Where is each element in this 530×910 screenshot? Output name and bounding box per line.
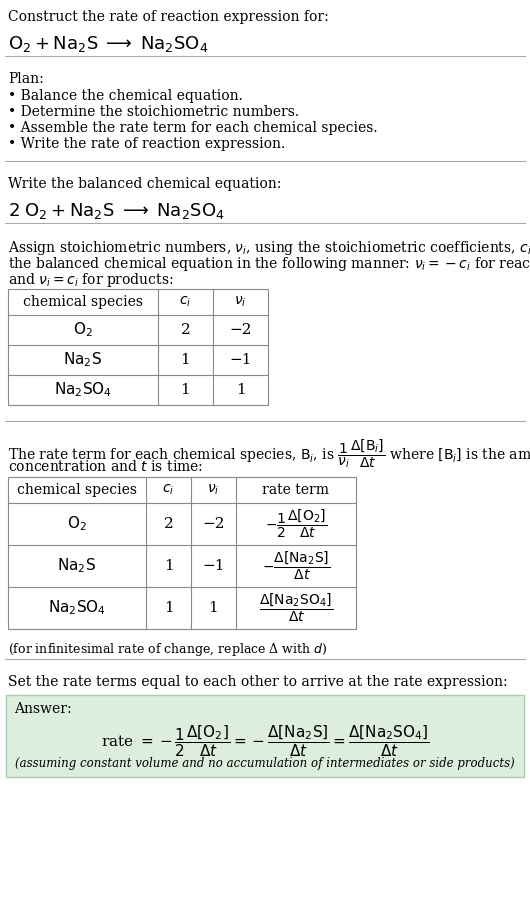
Text: 1: 1 [181,353,190,367]
Text: rate term: rate term [262,483,330,497]
Text: $\mathrm{Na_2SO_4}$: $\mathrm{Na_2SO_4}$ [54,380,112,399]
Text: $-\dfrac{1}{2}\dfrac{\Delta[\mathrm{O_2}]}{\Delta t}$: $-\dfrac{1}{2}\dfrac{\Delta[\mathrm{O_2}… [265,508,327,541]
Text: $-\dfrac{\Delta[\mathrm{Na_2S}]}{\Delta t}$: $-\dfrac{\Delta[\mathrm{Na_2S}]}{\Delta … [262,550,330,582]
Bar [8,289,268,405]
Text: $\nu_i$: $\nu_i$ [234,295,246,309]
Text: 1: 1 [164,601,173,615]
Text: Plan:: Plan: [8,72,44,86]
Text: 1: 1 [236,383,245,397]
Text: $\mathrm{O_2}$: $\mathrm{O_2}$ [67,515,87,533]
Text: • Balance the chemical equation.: • Balance the chemical equation. [8,89,243,103]
Text: $c_i$: $c_i$ [179,295,192,309]
Text: $\mathrm{2\;O_2 + Na_2S \;\longrightarrow\; Na_2SO_4}$: $\mathrm{2\;O_2 + Na_2S \;\longrightarro… [8,201,225,221]
Text: • Determine the stoichiometric numbers.: • Determine the stoichiometric numbers. [8,105,299,119]
Text: $\mathrm{Na_2SO_4}$: $\mathrm{Na_2SO_4}$ [48,599,106,617]
Text: the balanced chemical equation in the following manner: $\nu_i = -c_i$ for react: the balanced chemical equation in the fo… [8,255,530,273]
Text: 2: 2 [181,323,190,337]
Text: rate $= -\dfrac{1}{2}\dfrac{\Delta[\mathrm{O_2}]}{\Delta t} = -\dfrac{\Delta[\ma: rate $= -\dfrac{1}{2}\dfrac{\Delta[\math… [101,723,429,759]
Text: $\mathrm{O_2 + Na_2S \;\longrightarrow\; Na_2SO_4}$: $\mathrm{O_2 + Na_2S \;\longrightarrow\;… [8,34,208,54]
Text: 2: 2 [164,517,173,531]
Bar [6,695,524,777]
Text: chemical species: chemical species [23,295,143,309]
Text: 1: 1 [181,383,190,397]
Text: chemical species: chemical species [17,483,137,497]
Text: Write the balanced chemical equation:: Write the balanced chemical equation: [8,177,281,191]
Text: Set the rate terms equal to each other to arrive at the rate expression:: Set the rate terms equal to each other t… [8,675,508,689]
Text: Assign stoichiometric numbers, $\nu_i$, using the stoichiometric coefficients, $: Assign stoichiometric numbers, $\nu_i$, … [8,239,530,257]
Text: $\dfrac{\Delta[\mathrm{Na_2SO_4}]}{\Delta t}$: $\dfrac{\Delta[\mathrm{Na_2SO_4}]}{\Delt… [259,592,333,624]
Text: Construct the rate of reaction expression for:: Construct the rate of reaction expressio… [8,10,329,24]
Text: concentration and $t$ is time:: concentration and $t$ is time: [8,459,203,474]
Text: 1: 1 [209,601,218,615]
Text: • Assemble the rate term for each chemical species.: • Assemble the rate term for each chemic… [8,121,377,135]
Bar [8,477,356,629]
Text: −2: −2 [202,517,225,531]
Text: The rate term for each chemical species, $\mathrm{B}_i$, is $\dfrac{1}{\nu_i}\df: The rate term for each chemical species,… [8,437,530,470]
Text: $\mathrm{O_2}$: $\mathrm{O_2}$ [73,320,93,339]
Text: (for infinitesimal rate of change, replace Δ with $d$): (for infinitesimal rate of change, repla… [8,641,328,658]
Text: and $\nu_i = c_i$ for products:: and $\nu_i = c_i$ for products: [8,271,173,289]
Text: Answer:: Answer: [14,702,72,716]
Text: $c_i$: $c_i$ [162,483,175,497]
Text: • Write the rate of reaction expression.: • Write the rate of reaction expression. [8,137,285,151]
Text: −1: −1 [229,353,252,367]
Text: −1: −1 [202,559,225,573]
Text: $\mathrm{Na_2S}$: $\mathrm{Na_2S}$ [64,350,102,369]
Text: −2: −2 [229,323,252,337]
Text: (assuming constant volume and no accumulation of intermediates or side products): (assuming constant volume and no accumul… [15,757,515,770]
Text: $\nu_i$: $\nu_i$ [207,483,220,497]
Text: 1: 1 [164,559,173,573]
Text: $\mathrm{Na_2S}$: $\mathrm{Na_2S}$ [57,557,96,575]
